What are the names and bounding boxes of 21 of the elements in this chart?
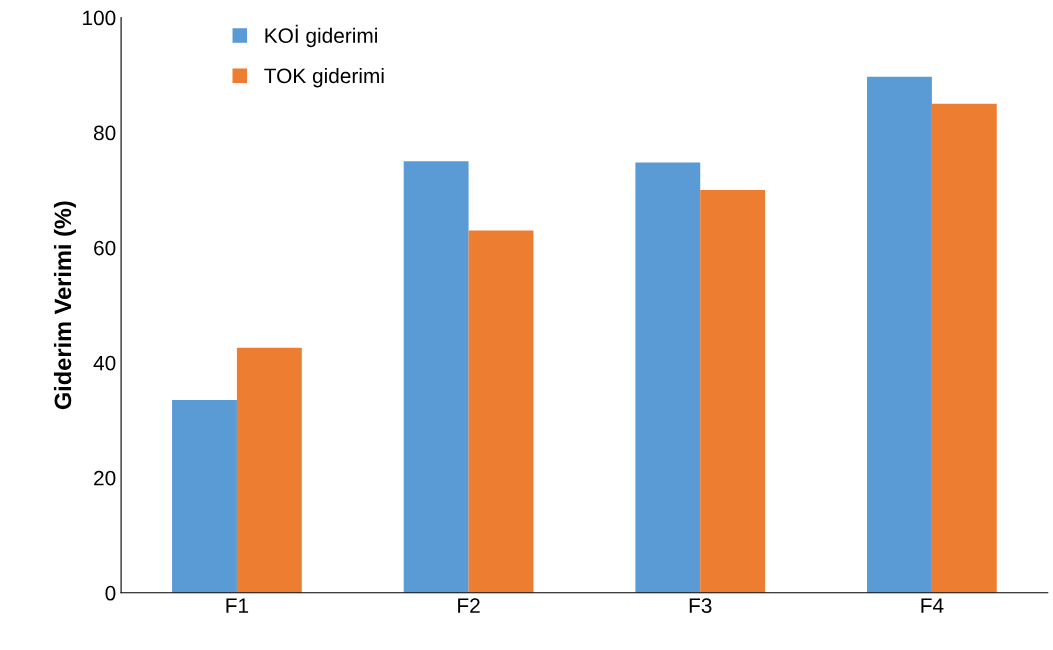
bar <box>931 103 997 593</box>
y-tick-label: 100 <box>83 10 116 26</box>
bar <box>635 162 701 593</box>
y-tick-label: 20 <box>94 470 116 486</box>
legend-label: TOK giderimi <box>264 67 384 88</box>
y-tick-label: 40 <box>93 355 116 371</box>
x-tick-label: F1 <box>226 598 249 613</box>
bar <box>403 161 469 593</box>
x-tick-label: F3 <box>689 598 712 613</box>
bar <box>236 347 302 593</box>
y-axis-title: Giderim Verimi (%) <box>53 201 76 410</box>
y-tick-label: 80 <box>93 125 116 141</box>
bar <box>172 400 237 593</box>
bar <box>867 76 932 593</box>
y-tick-label: 0 <box>105 585 116 601</box>
bar <box>700 190 766 593</box>
x-tick-label: F4 <box>921 598 944 613</box>
x-tick-label: F2 <box>458 598 480 613</box>
bar <box>468 230 534 593</box>
y-tick-label: 60 <box>94 240 116 256</box>
legend-label: KOİ giderimi <box>265 24 377 48</box>
